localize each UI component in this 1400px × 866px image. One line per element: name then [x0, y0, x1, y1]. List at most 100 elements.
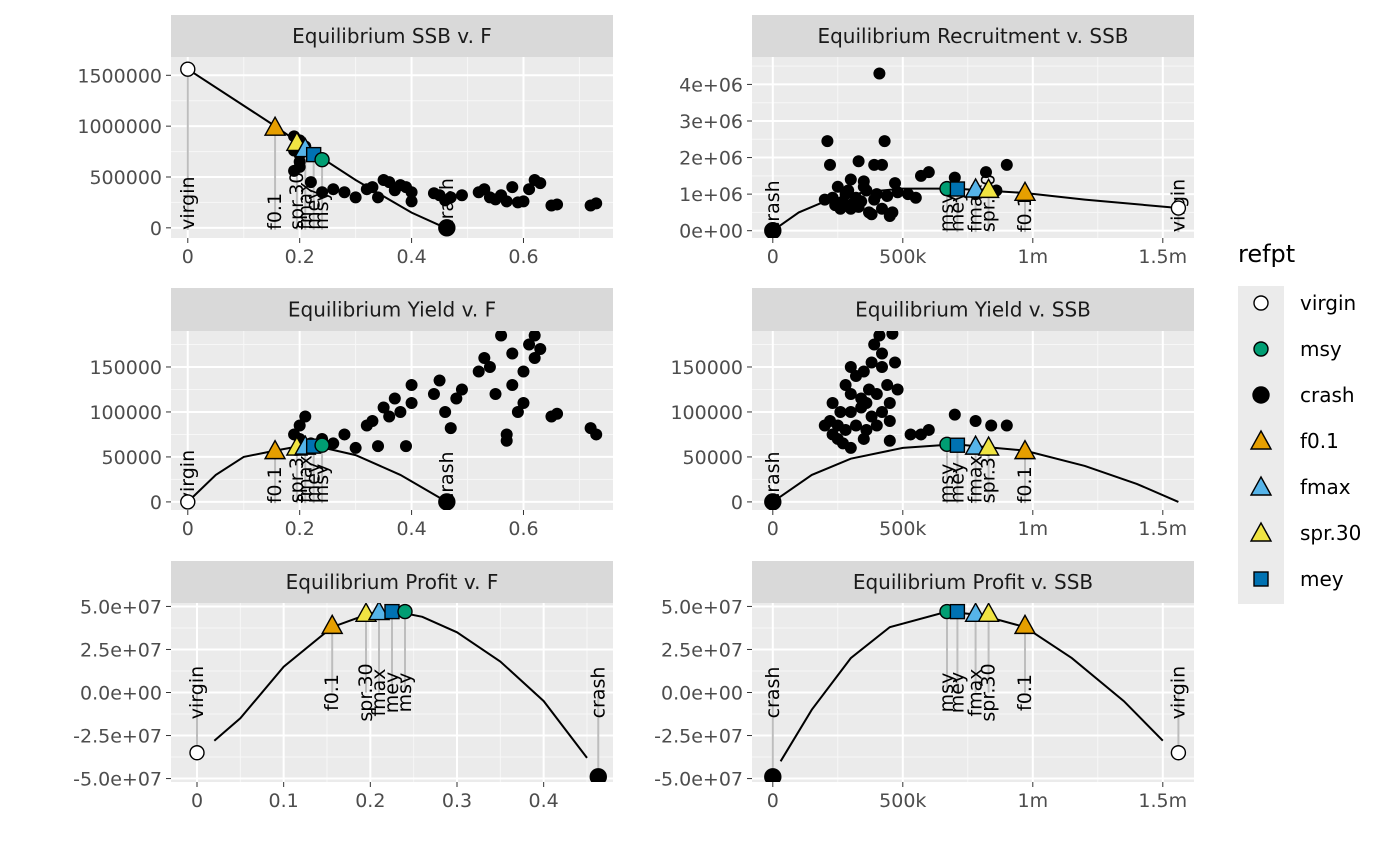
observation-point — [528, 331, 541, 342]
x-tick-label: 0.6 — [508, 518, 538, 540]
refpt-label-crash: crash — [436, 451, 458, 503]
observation-point — [399, 440, 412, 453]
y-tick-label: 5.0e+07 — [80, 596, 162, 618]
observation-point — [860, 396, 873, 409]
observation-point — [405, 195, 418, 208]
legend-key-mey — [1253, 571, 1269, 587]
legend-key-fmax — [1249, 475, 1273, 496]
observation-point — [450, 392, 463, 405]
y-tick-label: 0 — [150, 218, 162, 240]
x-tick-label: 0.3 — [442, 790, 472, 812]
observation-point — [517, 365, 530, 378]
refpt-label-virgin: virgin — [186, 666, 208, 719]
observation-point — [826, 396, 839, 409]
legend-label-mey: mey — [1300, 567, 1344, 591]
refpt-label-mey: mey — [946, 672, 968, 713]
x-tick-label: 500k — [879, 246, 926, 268]
observation-point — [511, 405, 524, 418]
x-tick-label: 0.4 — [529, 790, 559, 812]
observation-point — [865, 208, 878, 221]
refpt-marker-msy — [314, 152, 330, 168]
legend-key-spr-30 — [1249, 521, 1273, 542]
observation-point — [366, 414, 379, 427]
refpt-label-virgin: virgin — [1167, 666, 1189, 719]
observation-point — [844, 360, 857, 373]
observation-point — [517, 396, 530, 409]
observation-point — [500, 195, 513, 208]
refpt-label-fmax: fmax — [294, 182, 316, 230]
observation-point — [948, 171, 961, 184]
observation-point — [876, 360, 888, 373]
observation-point — [528, 351, 541, 364]
observation-point — [590, 197, 603, 210]
observation-point — [844, 441, 857, 454]
observation-point — [327, 183, 340, 196]
x-tick-label: 0.6 — [508, 246, 538, 268]
observation-point — [506, 347, 519, 360]
panels: Equilibrium SSB v. F0 0.2 0.4 0.60500000100… — [73, 15, 1194, 812]
observation-point — [478, 351, 491, 364]
observation-point — [831, 180, 844, 193]
legend-label-crash: crash — [1300, 383, 1355, 407]
observation-point — [818, 419, 831, 432]
observation-point — [551, 198, 564, 211]
refpt-label-f0.1: f0.1 — [264, 466, 286, 503]
observation-point — [551, 407, 564, 420]
refpt-label-crash: crash — [762, 180, 784, 232]
y-tick-label: -5.0e+07 — [654, 769, 743, 791]
y-tick-label: -5.0e+07 — [73, 769, 162, 791]
observation-point — [821, 135, 834, 148]
y-tick-label: 150000 — [89, 357, 162, 379]
refpt-marker-msy — [397, 603, 413, 620]
observation-point — [889, 177, 901, 190]
refpt-marker-f0.1 — [1013, 439, 1037, 460]
refpt-label-fmax: fmax — [294, 455, 316, 503]
observation-point — [876, 202, 888, 215]
observation-point — [489, 387, 502, 400]
observation-point — [495, 331, 508, 342]
observation-point — [844, 387, 857, 400]
refpt-label-f0.1: f0.1 — [1014, 466, 1036, 503]
observation-point — [868, 338, 881, 351]
refpt-label-crash: crash — [762, 667, 784, 719]
observation-point — [338, 428, 351, 441]
panel-title: Equilibrium Profit v. SSB — [853, 570, 1093, 594]
observation-point — [870, 387, 883, 400]
observation-point — [388, 392, 401, 405]
observation-point — [883, 434, 896, 447]
x-tick-label: 0 — [767, 790, 779, 812]
observation-point — [839, 423, 852, 436]
refpt-marker-virgin — [180, 61, 196, 77]
observation-point — [1000, 158, 1013, 171]
observation-point — [444, 422, 457, 435]
observation-point — [455, 383, 468, 396]
observation-point — [366, 181, 379, 194]
observation-point — [349, 441, 362, 454]
observation-point — [483, 360, 496, 373]
observation-point — [857, 432, 870, 445]
refpt-marker-spr.30 — [977, 435, 1000, 456]
panel-4: Equilibrium Yield v. SSB 0 500k 1m 1.5m 0 5000… — [670, 288, 1194, 540]
observation-point — [844, 405, 857, 418]
x-tick-label: 0 — [191, 790, 203, 812]
observation-point — [860, 423, 873, 436]
refpt-marker-virgin — [1170, 745, 1187, 761]
observation-point — [922, 166, 935, 179]
y-tick-label: 100000 — [670, 402, 743, 424]
refpt-label-virgin: virgin — [177, 450, 199, 503]
refpt-label-f0.1: f0.1 — [264, 193, 286, 230]
observation-point — [870, 419, 883, 432]
observation-point — [904, 428, 917, 441]
observation-point — [985, 419, 998, 432]
refpt-label-mey: mey — [303, 188, 325, 229]
refpt-marker-f0.1 — [263, 439, 287, 460]
observation-point — [886, 331, 899, 340]
observation-point — [405, 378, 418, 391]
panel-strip — [171, 288, 613, 331]
legend-key-msy — [1253, 341, 1269, 357]
observation-point — [372, 440, 385, 453]
refpt-label-crash: crash — [587, 667, 609, 719]
observation-point — [299, 410, 312, 423]
y-tick-label: 0.0e+00 — [661, 683, 743, 705]
refpt-label-f0.1: f0.1 — [321, 674, 343, 711]
